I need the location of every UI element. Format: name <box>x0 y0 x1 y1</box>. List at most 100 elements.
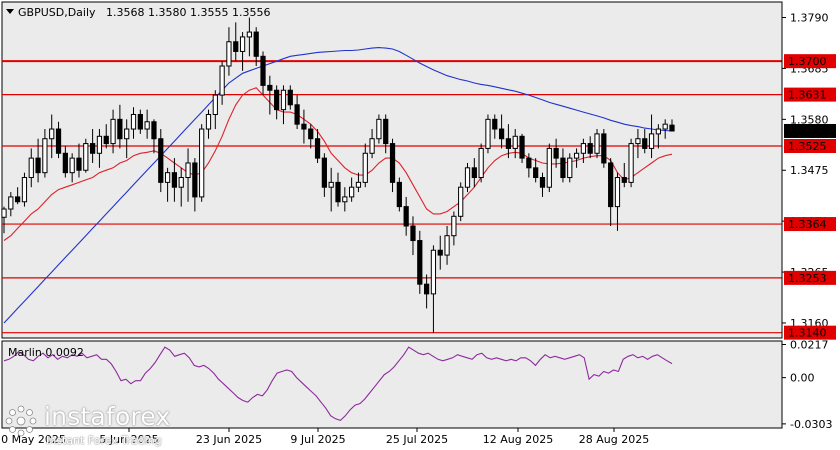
candle-body-down <box>117 118 123 140</box>
candle-body-down <box>137 113 143 130</box>
candle-body-down <box>35 157 41 174</box>
candle-body-down <box>396 181 402 208</box>
candle <box>267 75 273 115</box>
candles <box>1 17 675 333</box>
marlin-line <box>3 346 673 422</box>
price-tick-label: 1.3475 <box>790 164 829 177</box>
time-tick-label: 12 Aug 2025 <box>483 433 553 446</box>
candle <box>492 114 498 139</box>
candle <box>396 177 402 212</box>
candle-body-up <box>444 235 450 256</box>
candle <box>308 124 314 149</box>
candle <box>580 138 587 163</box>
candle <box>335 172 341 207</box>
candle <box>512 129 518 159</box>
candle <box>28 148 34 188</box>
level-label-box <box>784 217 836 232</box>
level-label: 1.3700 <box>788 55 827 68</box>
level-label: 1.3140 <box>788 327 827 340</box>
candle <box>342 187 348 212</box>
candle-body-up <box>580 143 587 154</box>
oscillator-tick-label: 0.0217 <box>790 339 829 352</box>
candle-body-up <box>662 123 668 130</box>
candle-body-down <box>294 104 300 125</box>
candle <box>260 51 266 96</box>
candle-body-up <box>655 128 661 135</box>
candle <box>505 124 512 159</box>
candle <box>410 216 416 256</box>
candle <box>55 121 62 159</box>
candle-body-up <box>226 41 232 67</box>
candle <box>301 109 307 144</box>
candle <box>144 109 150 139</box>
oscillator-tick-label: -0.0303 <box>790 418 832 431</box>
candle-body-up <box>349 186 355 198</box>
candle-body-down <box>410 225 416 242</box>
candle-body-up <box>219 65 225 96</box>
candle-body-up <box>648 133 655 149</box>
candle <box>471 158 477 188</box>
candle <box>478 143 484 183</box>
oscillator-line <box>3 346 673 422</box>
candle-body-down <box>519 135 525 159</box>
candle-body-down <box>103 135 109 145</box>
candle <box>233 22 239 62</box>
candle <box>185 148 191 202</box>
candle-body-down <box>533 167 539 179</box>
level-label-box <box>784 270 836 285</box>
candle <box>437 235 443 270</box>
time-tick-label: 28 Aug 2025 <box>579 433 649 446</box>
candle-body-down <box>498 128 505 140</box>
candle <box>21 172 28 207</box>
candle-body-down <box>76 157 82 171</box>
candle-body-down <box>669 124 675 132</box>
candle <box>253 27 259 66</box>
candle-body-down <box>321 157 327 188</box>
candle-body-up <box>635 138 641 145</box>
candle-body-up <box>212 94 218 115</box>
candle <box>280 85 287 125</box>
candle-body-up <box>594 133 600 154</box>
candle <box>294 95 300 130</box>
candle <box>662 119 668 139</box>
candle <box>573 148 580 168</box>
candle <box>49 114 55 159</box>
candle-body-down <box>621 177 627 183</box>
level-label: 1.3525 <box>788 140 827 153</box>
candle <box>1 206 7 234</box>
candle-body-down <box>389 143 396 183</box>
candle-body-up <box>342 196 348 203</box>
watermark-tagline: Instant Forex Trading <box>46 434 162 447</box>
price-tick-label: 1.3580 <box>790 113 829 126</box>
candle-body-up <box>451 215 457 237</box>
candle <box>219 61 225 105</box>
candle-body-down <box>171 172 178 188</box>
candle-body-up <box>567 157 573 179</box>
candle-body-down <box>587 143 593 154</box>
candle-body-down <box>192 162 198 198</box>
candle <box>587 136 593 159</box>
candle <box>42 129 48 178</box>
candle <box>110 109 116 154</box>
candle <box>417 230 423 294</box>
candle <box>205 109 212 139</box>
candle <box>287 85 293 110</box>
time-tick-label: 5 Jun 2025 <box>99 433 158 446</box>
candle <box>567 153 573 183</box>
candle-body-up <box>458 186 464 217</box>
candle <box>594 129 600 159</box>
current-price-box <box>784 123 836 138</box>
candle <box>328 167 334 212</box>
candle-body-up <box>280 89 287 111</box>
candle <box>8 192 14 217</box>
level-label-box <box>784 54 836 69</box>
candle <box>117 104 123 149</box>
candle <box>389 138 396 193</box>
candle <box>621 162 627 188</box>
candle-body-down <box>55 128 62 154</box>
candle-body-down <box>539 177 546 188</box>
candle-body-down <box>158 138 164 183</box>
candle-body-up <box>69 157 75 174</box>
candle <box>669 119 675 132</box>
